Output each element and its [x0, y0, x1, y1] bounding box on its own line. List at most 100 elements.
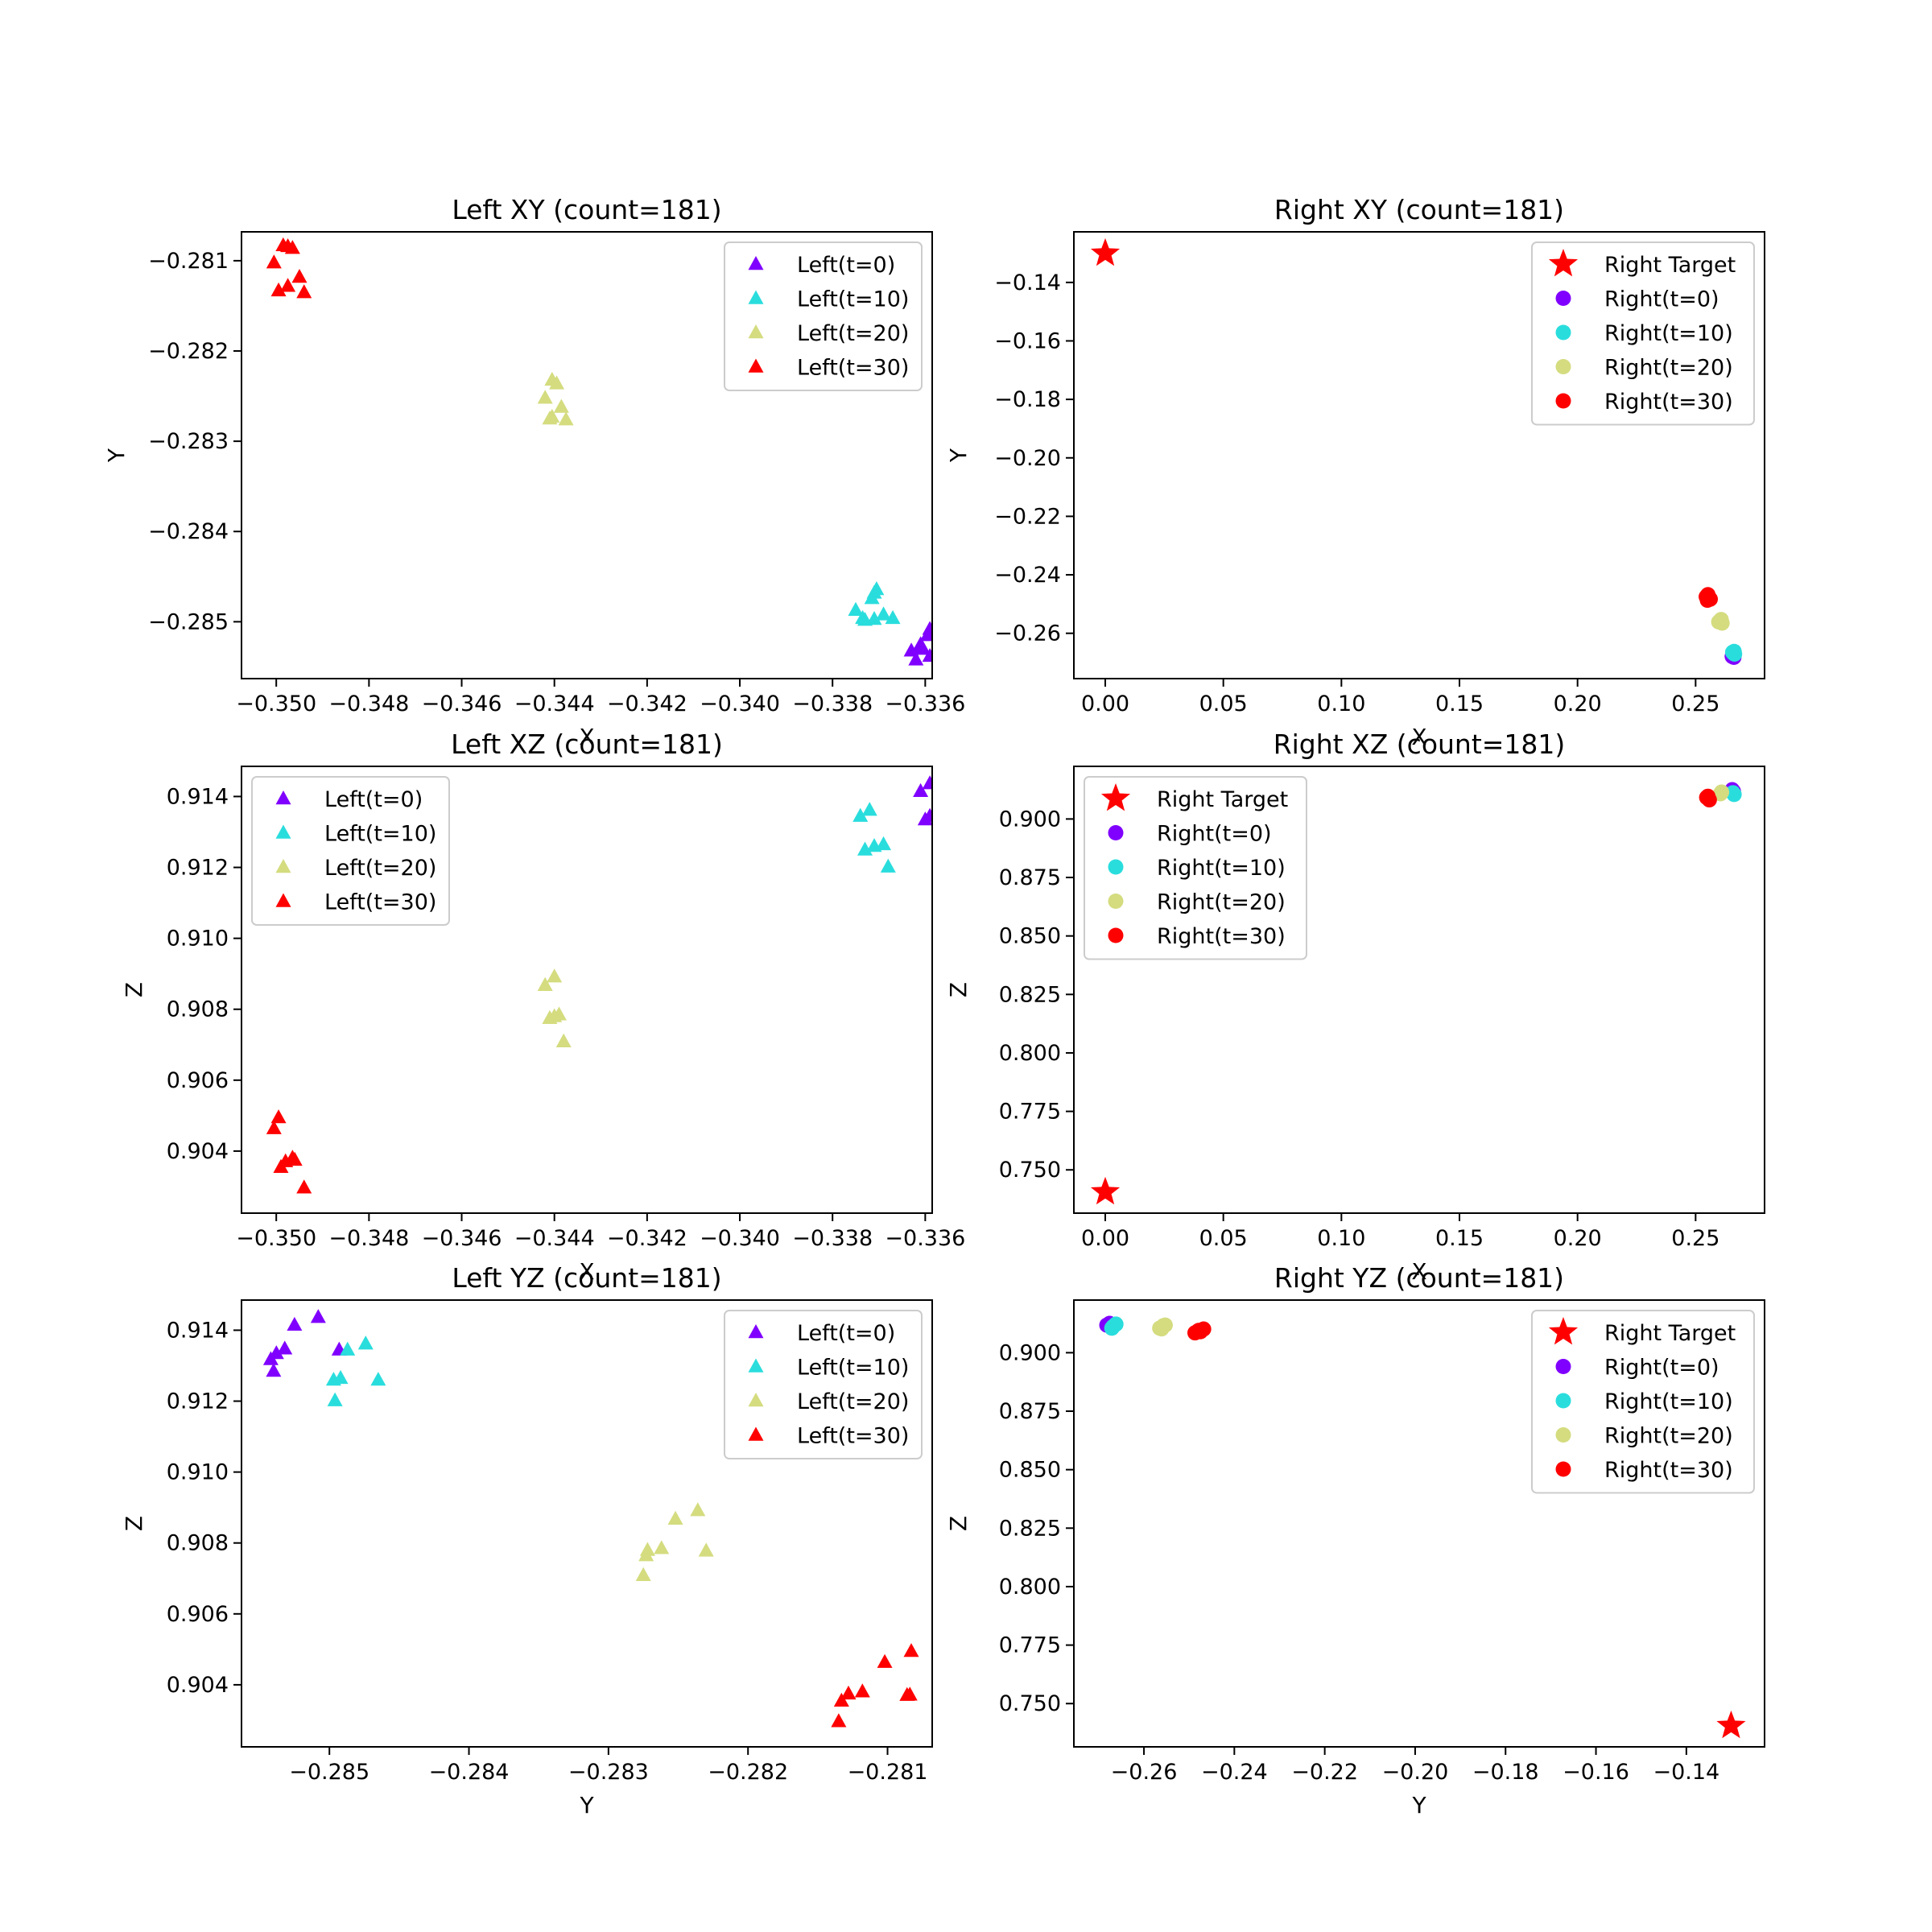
legend: Right Target Right(t=0) Right(t=10) Right(t…: [1084, 776, 1307, 960]
legend-box: [724, 1310, 923, 1459]
legend-marker-t0: [748, 256, 764, 270]
legend: Left(t=0) Left(t=10) Left(t=20) Left(t=30): [724, 242, 923, 391]
data-point-t30: [296, 284, 312, 299]
data-point-t30: [1699, 592, 1715, 609]
data-point-t10: [864, 590, 880, 605]
x-tick-label: −0.344: [514, 691, 595, 716]
y-axis-label: Z: [121, 982, 147, 997]
legend-label: Left(t=20): [324, 856, 436, 881]
legend-marker-t20: [275, 859, 291, 873]
y-tick-label: 0.800: [999, 1575, 1061, 1600]
x-tick-label: 0.20: [1554, 1226, 1602, 1251]
legend-box: [1084, 776, 1307, 960]
data-point-t0: [287, 1316, 303, 1331]
legend-marker-t0: [1555, 291, 1571, 306]
legend: Right Target Right(t=0) Right(t=10) Right(t…: [1531, 1310, 1755, 1494]
x-axis-label: Y: [579, 1792, 594, 1818]
legend-marker-t20: [748, 324, 764, 339]
x-tick-label: 0.25: [1671, 691, 1719, 716]
subplot-right-yz: Right YZ (count=181) −0.26 −0.24 −0.22 −0.20…: [945, 1262, 1765, 1818]
x-tick-label: −0.283: [568, 1760, 649, 1785]
legend-marker-t30: [1108, 927, 1124, 943]
data-points: [1090, 782, 1742, 1205]
legend-marker-t0: [748, 1324, 764, 1339]
data-point-t0: [939, 829, 954, 843]
data-point-t10: [880, 858, 896, 873]
data-point-t10: [866, 611, 882, 625]
legend-marker-t0: [1108, 825, 1124, 840]
data-point-t0: [917, 811, 932, 826]
data-point-t30: [831, 1713, 847, 1728]
data-point-t30: [903, 1643, 919, 1657]
y-tick-label: 0.914: [167, 784, 229, 809]
plot-frame: [1073, 231, 1765, 679]
y-tick-label: 0.800: [999, 1041, 1061, 1066]
data-point-t10: [1724, 644, 1740, 660]
y-tick-label: 0.908: [167, 997, 229, 1022]
y-tick-label: 0.750: [999, 1158, 1061, 1183]
legend: Left(t=0) Left(t=10) Left(t=20) Left(t=30): [251, 776, 450, 926]
y-tick-label: 0.910: [167, 1460, 229, 1485]
x-tick-label: −0.18: [1472, 1760, 1539, 1785]
data-point-t10: [885, 609, 901, 625]
legend-box: [251, 776, 450, 926]
data-point-t20: [542, 1009, 558, 1024]
legend-label: Left(t=30): [797, 1424, 909, 1449]
data-point-t20: [635, 1567, 651, 1582]
subplot-title: Left XY (count=181): [452, 194, 721, 225]
legend-marker-target: [1548, 1317, 1579, 1345]
x-tick-label: 0.05: [1199, 1226, 1248, 1251]
y-tick-label: 0.850: [999, 924, 1061, 949]
x-tick-label: −0.348: [328, 691, 409, 716]
subplot-title: Right XZ (count=181): [1274, 729, 1566, 760]
legend-label: Right(t=30): [1604, 1458, 1733, 1483]
y-tick-label: 0.775: [999, 1100, 1061, 1125]
x-tick-label: −0.346: [422, 691, 502, 716]
y-tick-label: 0.908: [167, 1531, 229, 1556]
x-axis-label: X: [1411, 1258, 1426, 1285]
legend-label: Right(t=30): [1157, 924, 1286, 949]
data-points: [266, 775, 954, 1194]
data-point-t10: [1725, 785, 1741, 801]
data-point-t20: [555, 1033, 572, 1048]
x-tick-label: −0.14: [1653, 1760, 1719, 1785]
plot-frame: [241, 766, 933, 1214]
plot-frame: [1073, 1299, 1765, 1748]
legend-label: Left(t=30): [797, 356, 909, 381]
y-tick-label: −0.283: [148, 429, 229, 454]
y-tick-label: 0.910: [167, 927, 229, 952]
data-points: [1090, 237, 1743, 665]
legend-box: [724, 242, 923, 391]
data-point-t20: [553, 398, 569, 413]
data-point-t20: [537, 976, 553, 991]
x-tick-label: −0.350: [236, 1226, 316, 1251]
legend-label: Left(t=20): [797, 321, 909, 346]
subplot-title: Right XY (count=181): [1274, 194, 1564, 225]
legend-label: Right(t=10): [1157, 856, 1286, 881]
x-tick-label: −0.22: [1291, 1760, 1358, 1785]
data-point-t20: [638, 1547, 654, 1562]
data-point-t0: [277, 1340, 293, 1355]
y-tick-label: 0.904: [167, 1673, 229, 1698]
legend-label: Right Target: [1157, 787, 1288, 812]
x-tick-label: −0.342: [607, 1226, 687, 1251]
y-tick-label: −0.284: [148, 519, 229, 544]
x-tick-label: −0.348: [328, 1226, 409, 1251]
legend-marker-t10: [1555, 324, 1571, 341]
subplot-title: Left XZ (count=181): [451, 729, 723, 760]
data-point-t30: [296, 1179, 312, 1194]
legend-marker-t30: [748, 1426, 764, 1441]
plot-frame: [241, 231, 933, 679]
data-point-t10: [861, 802, 877, 816]
x-tick-label: −0.285: [289, 1760, 369, 1785]
legend-marker-t10: [1555, 1393, 1571, 1409]
data-point-t10: [325, 1372, 341, 1386]
data-point-t0: [934, 650, 949, 663]
data-point-t30: [840, 1685, 857, 1700]
y-tick-label: 0.775: [999, 1633, 1061, 1658]
y-tick-label: −0.285: [148, 609, 229, 634]
y-tick-label: 0.850: [999, 1458, 1061, 1483]
y-tick-label: 0.825: [999, 1516, 1061, 1541]
legend-marker-t0: [275, 791, 291, 805]
